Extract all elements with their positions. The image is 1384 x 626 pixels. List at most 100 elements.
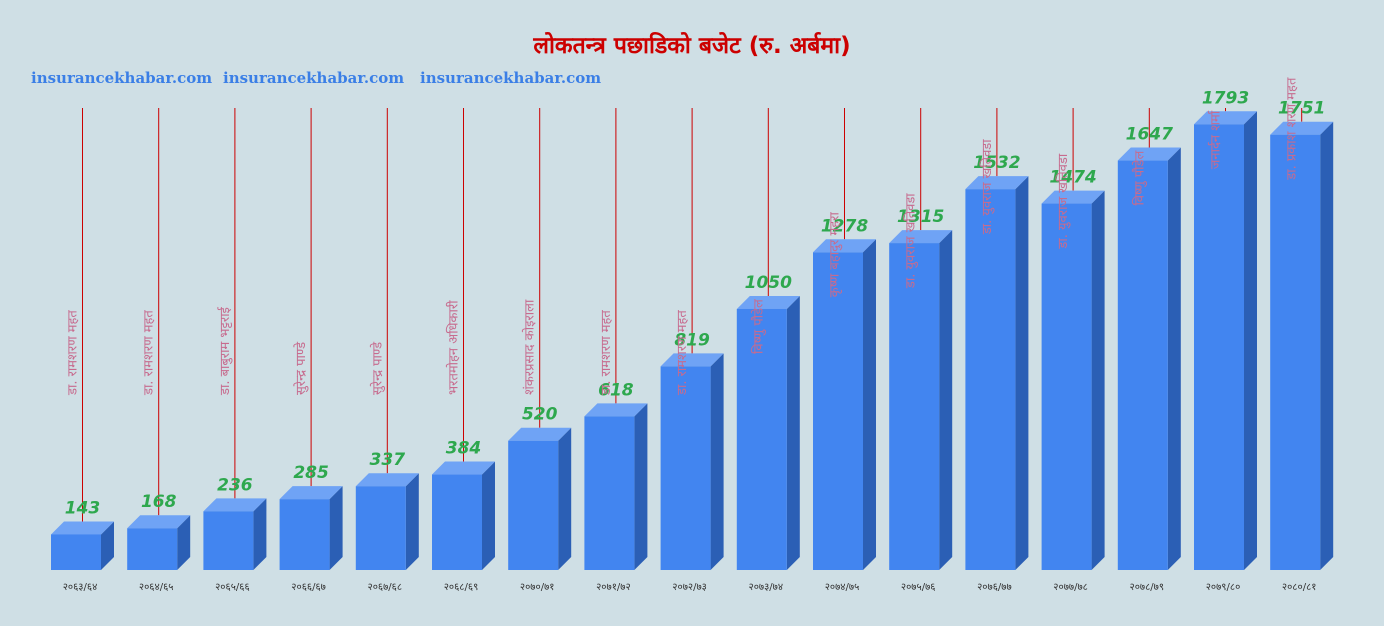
bar-side (1015, 176, 1029, 570)
minister-label: सुरेन्द्र पाण्डे (293, 341, 309, 395)
minister-label: सुरेन्द्र पाण्डे (369, 341, 385, 395)
bar-top (584, 403, 648, 417)
bar (127, 528, 178, 570)
minister-label: विष्णु पौडेल (750, 299, 766, 354)
watermark-text: insurancekhabar.com (420, 69, 602, 87)
bar (1194, 124, 1244, 571)
bar (355, 486, 406, 570)
value-label: 1793 (1202, 88, 1249, 108)
bar (813, 252, 863, 571)
category-label: २०६८/६९ (444, 582, 479, 593)
value-label: 143 (65, 498, 101, 518)
minister-label: डा. प्रकाश शरण महत (1285, 77, 1300, 181)
bar-side (405, 473, 419, 570)
bar-side (863, 239, 876, 571)
minister-label: डा. बाबुराम भट्टराई (217, 306, 233, 396)
bar (508, 440, 559, 570)
chart-title: लोकतन्त्र पछाडिको बजेट (रु. अर्बमा) (533, 33, 851, 59)
category-label: २०६४/६५ (139, 582, 174, 593)
bar-top (508, 427, 572, 441)
bar-top (889, 230, 953, 244)
minister-label: शंकरप्रसाद कोइराला (522, 299, 538, 395)
bar (432, 474, 482, 570)
category-label: २०७५/७६ (901, 582, 936, 593)
bar-side (634, 403, 648, 570)
value-label: 1751 (1278, 99, 1325, 119)
bar (584, 416, 635, 570)
value-label: 1278 (821, 216, 868, 236)
bar-top (1117, 147, 1181, 161)
category-label: २०७१/७२ (596, 582, 631, 593)
bar-side (1167, 147, 1181, 571)
value-label: 1315 (897, 207, 944, 227)
bar (203, 511, 254, 570)
minister-label: जनार्दन शर्मा (1208, 110, 1224, 169)
value-label: 1532 (973, 153, 1020, 173)
category-label: २०६६/६७ (291, 582, 326, 593)
minister-label: डा. युवराज खतिवडा (979, 139, 995, 235)
value-label: 285 (293, 463, 329, 483)
bar-side (1244, 111, 1257, 571)
bar (51, 534, 101, 570)
minister-label: डा. रामशरण महत (675, 310, 690, 396)
category-label: २०६३/६४ (63, 582, 98, 593)
bar (1041, 203, 1092, 570)
category-label: २०७६/७७ (977, 582, 1012, 593)
bar (1117, 160, 1168, 571)
bar-top (813, 239, 876, 253)
bar-side (1320, 121, 1334, 570)
minister-label: डा. युवराज खतिवडा (1055, 153, 1071, 249)
category-label: २०७७/७८ (1053, 582, 1088, 593)
bar-side (939, 230, 953, 570)
bar-top (660, 353, 724, 367)
bar-side (253, 498, 267, 570)
bar-side (1091, 190, 1105, 570)
bar-top (127, 515, 191, 529)
bar-side (482, 461, 495, 570)
value-label: 1474 (1049, 168, 1096, 188)
category-label: २०८०/८१ (1282, 582, 1317, 593)
category-label: २०७८/७९ (1130, 582, 1165, 593)
bar-side (558, 427, 572, 570)
value-label: 236 (217, 475, 253, 495)
value-label: 520 (522, 405, 558, 425)
watermark-text: insurancekhabar.com (31, 69, 213, 87)
bar-top (355, 473, 419, 487)
category-label: २०६५/६६ (215, 582, 250, 593)
category-label: २०७९/८० (1206, 582, 1241, 593)
value-label: 819 (674, 330, 710, 350)
minister-label: डा. रामशरण महत (66, 310, 81, 396)
bar-side (177, 515, 191, 570)
category-label: २०७४/७५ (825, 582, 860, 593)
bar-top (279, 486, 343, 500)
minister-label: डा. युवराज खतिवडा (903, 193, 919, 289)
category-label: २०७३/७४ (749, 582, 784, 593)
bar-top (1041, 190, 1105, 204)
value-label: 337 (370, 450, 406, 470)
bar-top (203, 498, 267, 512)
bar-top (432, 461, 495, 475)
minister-label: डा. रामशरण महत (599, 310, 614, 396)
bar (965, 189, 1016, 570)
bar (736, 308, 787, 570)
bar-side (329, 486, 343, 570)
value-label: 168 (141, 492, 177, 512)
watermark-text: insurancekhabar.com (223, 69, 405, 87)
minister-label: विष्णु पौडेल (1131, 151, 1147, 206)
bar (660, 366, 711, 570)
bar (1270, 134, 1321, 570)
category-label: २०६७/६८ (368, 582, 403, 593)
bar-top (965, 176, 1029, 190)
minister-label: कृष्ण बहादुर महरा (828, 212, 843, 298)
value-label: 1647 (1126, 125, 1173, 145)
bar-side (786, 295, 800, 570)
bar (889, 243, 940, 570)
bar-top (1270, 121, 1334, 135)
minister-label: भरतमोहन अधिकारी (446, 300, 462, 395)
bar-side (101, 521, 114, 570)
bar-side (710, 353, 724, 570)
category-label: २०७०/७१ (520, 582, 555, 593)
value-label: 384 (446, 439, 482, 459)
minister-label: डा. रामशरण महत (142, 310, 157, 396)
